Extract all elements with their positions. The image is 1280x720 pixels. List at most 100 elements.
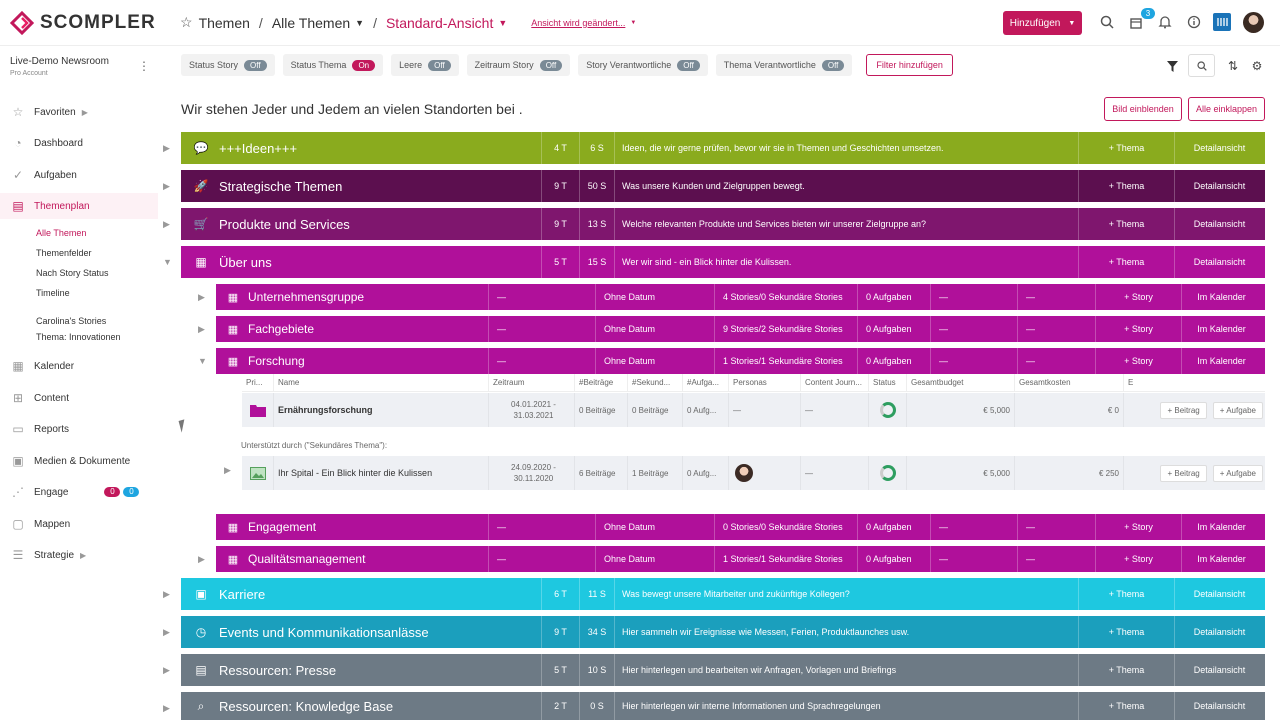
expand-chevron-icon[interactable]: ▶ <box>163 703 170 713</box>
detail-view-button[interactable]: Detailansicht <box>1174 208 1264 240</box>
filter-chip-empty[interactable]: Leere Off <box>391 54 459 76</box>
add-topic-button[interactable]: + Thema <box>1078 170 1174 202</box>
column-header[interactable]: E <box>1128 378 1134 387</box>
calendar-button[interactable]: Im Kalender <box>1181 348 1261 374</box>
subnav-topic-fields[interactable]: Themenfelder <box>36 248 92 258</box>
field-row[interactable]: 💬 +++Ideen+++ 4 T 6 S Ideen, die wir ger… <box>181 132 1265 164</box>
add-topic-button[interactable]: + Thema <box>1078 654 1174 686</box>
add-topic-button[interactable]: + Thema <box>1078 616 1174 648</box>
detail-view-button[interactable]: Detailansicht <box>1174 246 1264 278</box>
story-row[interactable]: Ernährungsforschung 04.01.2021 - 31.03.20… <box>242 393 1265 427</box>
nav-dashboard[interactable]: ◔ Dashboard <box>0 130 158 156</box>
toggle-off[interactable]: Off <box>821 59 845 71</box>
detail-view-button[interactable]: Detailansicht <box>1174 692 1264 720</box>
add-filter-button[interactable]: Filter hinzufügen <box>866 54 953 76</box>
detail-view-button[interactable]: Detailansicht <box>1174 616 1264 648</box>
filter-chip-topic-status[interactable]: Status Thema On <box>282 54 384 76</box>
show-images-button[interactable]: Bild einblenden <box>1104 97 1182 121</box>
favorite-star-icon[interactable]: ☆ <box>180 14 193 30</box>
topic-row[interactable]: ▦ Engagement — Ohne Datum 0 Stories/0 Se… <box>216 514 1265 540</box>
calendar-button[interactable]: Im Kalender <box>1181 316 1261 342</box>
breadcrumb-root[interactable]: Themen <box>198 14 250 31</box>
expand-chevron-icon[interactable]: ▶ <box>198 292 205 302</box>
toggle-off[interactable]: Off <box>677 59 700 71</box>
column-header[interactable]: Content Journ... <box>801 374 869 391</box>
filter-chip-story-owner[interactable]: Story Verantwortliche Off <box>578 54 708 76</box>
nav-favorites[interactable]: ☆ Favoriten ▶ <box>0 99 158 125</box>
search-button[interactable] <box>1188 54 1215 77</box>
filter-chip-story-status[interactable]: Status Story Off <box>181 54 275 76</box>
expand-chevron-icon[interactable]: ▶ <box>163 627 170 637</box>
add-topic-button[interactable]: + Thema <box>1078 246 1174 278</box>
search-icon[interactable] <box>1098 13 1116 31</box>
subnav-by-story-status[interactable]: Nach Story Status <box>36 268 109 278</box>
persona-avatar[interactable] <box>729 456 801 490</box>
org-switcher[interactable]: Live-Demo Newsroom Pro Account <box>10 56 109 77</box>
cube-icon[interactable] <box>1127 13 1145 31</box>
secondary-story-row[interactable]: Ihr Spital - Ein Blick hinter die Kuliss… <box>242 456 1265 490</box>
expand-chevron-icon[interactable]: ▶ <box>198 554 205 564</box>
view-changed-link[interactable]: Ansicht wird geändert... <box>531 17 626 28</box>
expand-chevron-icon[interactable]: ▶ <box>163 589 170 599</box>
expand-chevron-icon[interactable]: ▶ <box>163 143 170 153</box>
collapse-chevron-icon[interactable]: ▼ <box>163 257 172 267</box>
nav-reports[interactable]: ▭ Reports <box>0 416 158 442</box>
sort-icon[interactable]: ⇅ <box>1227 59 1239 73</box>
view-selector[interactable]: Standard-Ansicht <box>385 14 494 31</box>
detail-view-button[interactable]: Detailansicht <box>1174 654 1264 686</box>
breadcrumb-section[interactable]: Alle Themen <box>271 14 351 31</box>
nav-topic-plan[interactable]: ▤ Themenplan <box>0 193 158 219</box>
subnav-all-topics[interactable]: Alle Themen <box>36 228 87 238</box>
add-task-button[interactable]: + Aufgabe <box>1212 401 1263 419</box>
filter-chip-story-period[interactable]: Zeitraum Story Off <box>466 54 571 76</box>
calendar-button[interactable]: Im Kalender <box>1181 514 1261 540</box>
expand-chevron-icon[interactable]: ▶ <box>198 324 205 334</box>
saved-view-innovation[interactable]: Thema: Innovationen <box>36 332 121 342</box>
expand-chevron-icon[interactable]: ▶ <box>163 665 170 675</box>
nav-folders[interactable]: ▢ Mappen <box>0 511 158 537</box>
expand-chevron-icon[interactable]: ▶ <box>163 181 170 191</box>
kebab-menu-icon[interactable]: ⋮ <box>138 59 150 73</box>
column-header[interactable]: #Aufga... <box>683 374 729 391</box>
column-header[interactable]: Gesamtbudget <box>907 374 1015 391</box>
add-story-button[interactable]: + Story <box>1095 348 1181 374</box>
add-task-button[interactable]: + Aufgabe <box>1212 464 1263 482</box>
column-header[interactable]: Zeitraum <box>489 374 575 391</box>
add-story-button[interactable]: + Story <box>1095 284 1181 310</box>
add-post-button[interactable]: + Beitrag <box>1160 401 1207 419</box>
topic-row[interactable]: ▦ Fachgebiete — Ohne Datum 9 Stories/2 S… <box>216 316 1265 342</box>
add-topic-button[interactable]: + Thema <box>1078 692 1174 720</box>
saved-view-carolina[interactable]: Carolina's Stories <box>36 316 107 326</box>
column-header[interactable]: Pri... <box>242 374 274 391</box>
add-button[interactable]: Hinzufügen ▼ <box>1003 11 1082 35</box>
chevron-down-icon[interactable]: ▼ <box>355 17 365 28</box>
field-row[interactable]: ▣ Karriere 6 T 11 S Was bewegt unsere Mi… <box>181 578 1265 610</box>
nav-calendar[interactable]: ▦ Kalender <box>0 353 158 379</box>
detail-view-button[interactable]: Detailansicht <box>1174 132 1264 164</box>
chevron-down-icon[interactable]: ▼ <box>630 19 637 26</box>
nav-content[interactable]: ⊞ Content <box>0 385 158 411</box>
field-row[interactable]: ◷ Events und Kommunikationsanlässe 9 T 3… <box>181 616 1265 648</box>
detail-view-button[interactable]: Detailansicht <box>1174 578 1264 610</box>
columns-app-icon[interactable] <box>1213 13 1231 31</box>
toggle-on[interactable]: On <box>352 59 376 71</box>
nav-engage[interactable]: ⋰ Engage 0 0 <box>0 479 158 505</box>
calendar-button[interactable]: Im Kalender <box>1181 546 1261 572</box>
column-header[interactable]: #Beiträge <box>575 374 628 391</box>
column-header[interactable]: Gesamtkosten <box>1015 374 1124 391</box>
calendar-button[interactable]: Im Kalender <box>1181 284 1261 310</box>
chevron-down-icon[interactable]: ▼ <box>498 17 508 28</box>
expand-chevron-icon[interactable]: ▶ <box>163 219 170 229</box>
toggle-off[interactable]: Off <box>244 59 267 71</box>
field-row[interactable]: ▦ Über uns 5 T 15 S Wer wir sind - ein B… <box>181 246 1265 278</box>
detail-view-button[interactable]: Detailansicht <box>1174 170 1264 202</box>
subnav-timeline[interactable]: Timeline <box>36 288 70 298</box>
gear-icon[interactable]: ⚙ <box>1251 59 1263 73</box>
field-row[interactable]: ▤ Ressourcen: Presse 5 T 10 S Hier hinte… <box>181 654 1265 686</box>
add-topic-button[interactable]: + Thema <box>1078 578 1174 610</box>
column-header[interactable]: Name <box>274 374 489 391</box>
add-post-button[interactable]: + Beitrag <box>1160 464 1207 482</box>
field-row[interactable]: ⌕ Ressourcen: Knowledge Base 2 T 0 S Hie… <box>181 692 1265 720</box>
column-header[interactable]: Personas <box>729 374 801 391</box>
app-logo[interactable]: SCOMPLER <box>10 11 156 35</box>
